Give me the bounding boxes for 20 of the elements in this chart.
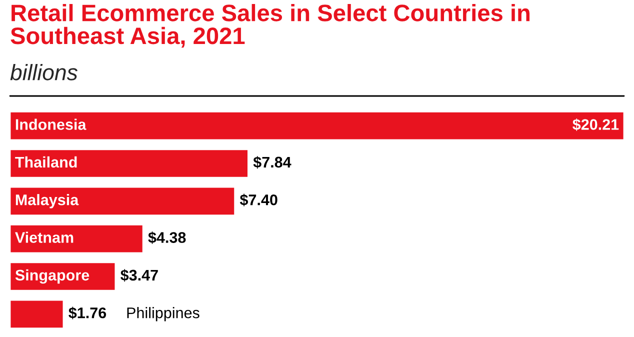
chart-subtitle: billions <box>10 64 78 80</box>
data-label: $3.47 <box>120 269 158 282</box>
y-tick-label: Vietnam <box>15 232 74 243</box>
bar <box>10 148 249 178</box>
bar <box>10 186 236 216</box>
data-label: $1.76 <box>68 306 106 320</box>
y-tick-label: Singapore <box>15 269 90 284</box>
data-label: $20.21 <box>572 118 619 131</box>
y-tick-label: Malaysia <box>16 194 79 208</box>
bar <box>10 111 624 141</box>
bar <box>10 224 144 254</box>
bar <box>10 262 116 292</box>
data-label: $7.40 <box>240 194 278 206</box>
y-tick-label: Thailand <box>15 156 77 168</box>
chart-title: Retail Ecommerce Sales in Select Countries in Southeast Asia, 2021 <box>10 4 530 48</box>
bar <box>10 299 64 329</box>
y-tick-label: Indonesia <box>16 118 86 130</box>
data-label: $7.84 <box>253 156 292 169</box>
data-label: $4.38 <box>148 231 186 244</box>
y-tick-label: Philippines <box>127 307 200 322</box>
